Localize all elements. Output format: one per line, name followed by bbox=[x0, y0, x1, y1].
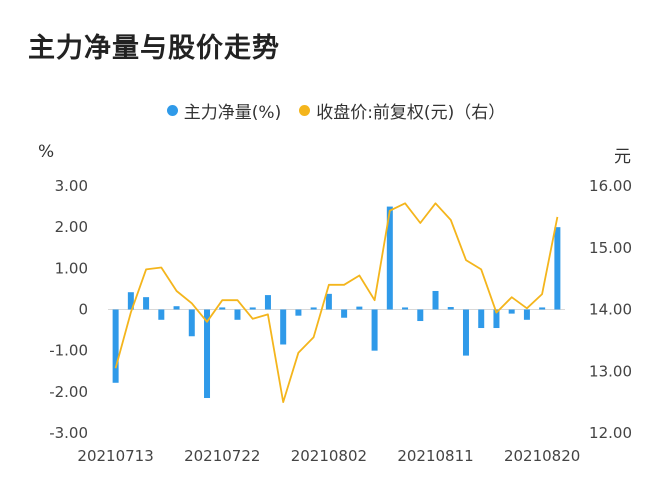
left-axis-tick: 2.00 bbox=[55, 218, 88, 236]
net-volume-bar bbox=[432, 290, 439, 310]
left-axis-tick: 3.00 bbox=[55, 177, 88, 195]
net-volume-bar bbox=[371, 309, 378, 351]
legend-label-close-price: 收盘价:前复权(元)（右） bbox=[316, 103, 506, 123]
net-volume-bar bbox=[539, 307, 546, 310]
net-volume-bar bbox=[112, 309, 119, 383]
net-volume-bar bbox=[204, 309, 211, 399]
left-axis-tick: 1.00 bbox=[55, 259, 88, 277]
net-volume-bar bbox=[127, 292, 134, 310]
net-volume-bar bbox=[478, 309, 485, 329]
left-axis-tick: 0 bbox=[78, 301, 88, 319]
net-volume-bar bbox=[447, 307, 454, 310]
right-axis-tick: 12.00 bbox=[589, 424, 632, 442]
net-volume-bar bbox=[402, 307, 409, 310]
net-volume-bar bbox=[219, 307, 226, 310]
net-volume-bar bbox=[143, 297, 150, 310]
left-axis-unit: % bbox=[38, 142, 55, 162]
net-volume-bar bbox=[158, 309, 165, 320]
right-axis-unit: 元 bbox=[614, 147, 631, 167]
net-volume-bar bbox=[417, 309, 424, 322]
net-volume-bar bbox=[523, 309, 530, 320]
legend: 主力净量(%) 收盘价:前复权(元)（右） bbox=[0, 98, 672, 123]
net-volume-bar bbox=[173, 306, 180, 310]
net-volume-bar bbox=[280, 309, 287, 345]
net-volume-bar bbox=[554, 227, 561, 310]
net-volume-bar bbox=[462, 309, 469, 356]
left-axis-tick: -2.00 bbox=[49, 383, 88, 401]
net-volume-bar bbox=[295, 309, 302, 316]
right-axis-tick: 14.00 bbox=[589, 301, 632, 319]
net-volume-bar bbox=[508, 309, 515, 314]
x-axis-tick: 20210820 bbox=[504, 447, 580, 465]
net-volume-bar bbox=[249, 307, 256, 310]
left-axis-tick: -1.00 bbox=[49, 342, 88, 360]
x-axis-tick: 20210811 bbox=[397, 447, 473, 465]
x-axis-tick: 20210713 bbox=[77, 447, 153, 465]
net-volume-bar bbox=[325, 293, 332, 310]
net-volume-bar bbox=[386, 206, 393, 310]
chart-title: 主力净量与股价走势 bbox=[28, 33, 280, 64]
legend-label-net-volume: 主力净量(%) bbox=[183, 103, 282, 123]
x-axis-tick: 20210722 bbox=[184, 447, 260, 465]
net-volume-bar bbox=[310, 307, 317, 310]
legend-marker-net-volume bbox=[166, 105, 178, 116]
left-axis-tick: -3.00 bbox=[49, 424, 88, 442]
legend-item-net-volume[interactable]: 主力净量(%) bbox=[166, 98, 282, 123]
right-axis-tick: 13.00 bbox=[589, 362, 632, 380]
right-axis-tick: 16.00 bbox=[589, 177, 632, 195]
legend-item-close-price[interactable]: 收盘价:前复权(元)（右） bbox=[299, 98, 505, 123]
close-price-line bbox=[114, 202, 559, 404]
net-volume-bar bbox=[356, 306, 363, 310]
net-volume-bar bbox=[264, 295, 271, 310]
net-volume-bar bbox=[341, 309, 348, 318]
x-axis-tick: 20210802 bbox=[291, 447, 367, 465]
legend-marker-close-price bbox=[299, 105, 311, 116]
net-volume-bar bbox=[188, 309, 195, 337]
right-axis-tick: 15.00 bbox=[589, 239, 632, 257]
net-volume-bar bbox=[234, 309, 241, 320]
net-volume-bar bbox=[493, 309, 500, 329]
